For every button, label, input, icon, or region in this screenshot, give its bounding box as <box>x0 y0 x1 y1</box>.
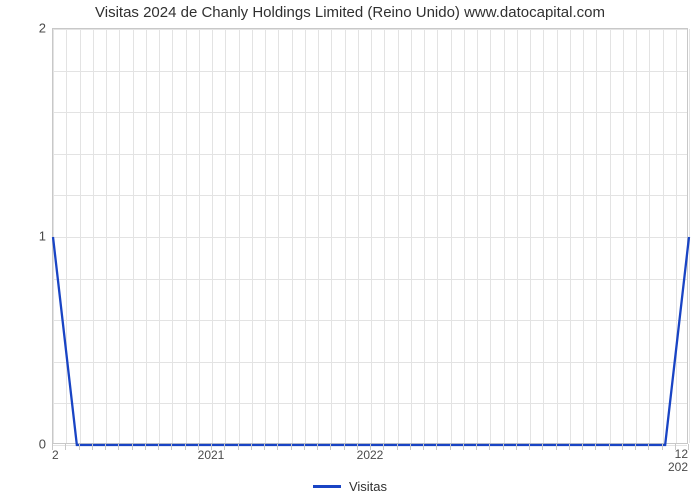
line-series <box>53 29 689 445</box>
legend-swatch <box>313 485 341 488</box>
plot-area <box>52 28 688 444</box>
x-tick-label: 2021 <box>198 448 225 462</box>
y-tick-label: 2 <box>6 21 46 36</box>
legend: Visitas <box>0 478 700 494</box>
x-edge-label-left: 2 <box>52 448 59 462</box>
visits-line-chart: Visitas 2024 de Chanly Holdings Limited … <box>0 0 700 500</box>
x-edge-label-right: 12 202 <box>668 448 688 474</box>
x-tick-label: 2022 <box>357 448 384 462</box>
series-visitas <box>53 237 689 445</box>
legend-label: Visitas <box>349 479 387 494</box>
y-tick-label: 1 <box>6 229 46 244</box>
chart-title: Visitas 2024 de Chanly Holdings Limited … <box>0 4 700 21</box>
y-tick-label: 0 <box>6 437 46 452</box>
